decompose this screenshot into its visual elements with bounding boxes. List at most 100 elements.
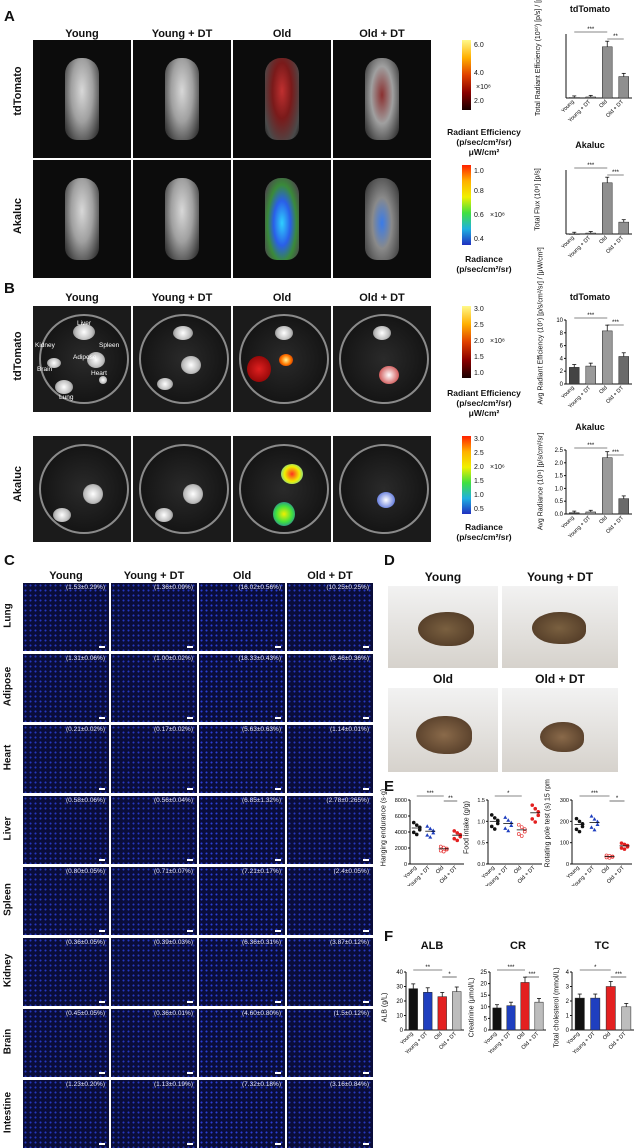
colorbar-tick: 3.0: [474, 306, 484, 313]
tissue-label-intestine: Intestine: [2, 1091, 14, 1134]
y-tick-label: 20: [480, 982, 487, 988]
colorbar-caption: Radiant Efficiency: [447, 388, 521, 398]
scale-bar: [363, 930, 369, 932]
scale-bar: [275, 859, 281, 861]
ex-vivo-image-youngdt-akaluc: [133, 436, 231, 542]
scale-bar: [99, 1001, 105, 1003]
significance-mark: ***: [612, 450, 620, 456]
organ-label-lung: Lung: [59, 394, 74, 401]
bar: [574, 997, 585, 1031]
ivis-image-youngdt-akaluc: [133, 160, 231, 278]
colorbar-b-akaluc: [462, 436, 471, 514]
chart-title: tdTomato: [569, 292, 611, 302]
y-tick-label: 0.5: [555, 499, 564, 505]
percentage-label: (1.36±0.09%): [154, 584, 193, 591]
colorbar-tick: 1.5: [474, 354, 484, 361]
scale-bar: [275, 717, 281, 719]
colorbar-exponent: ×10⁸: [490, 212, 505, 219]
organ-label-kidney: Kidney: [35, 342, 55, 349]
data-point: [536, 813, 541, 818]
data-point: [622, 847, 627, 851]
significance-mark: ***: [528, 972, 536, 978]
significance-mark: **: [448, 796, 453, 802]
colorbar-tick: 6.0: [474, 42, 484, 49]
y-tick-label: 10: [480, 1005, 487, 1011]
data-point: [414, 832, 419, 837]
data-point: [452, 829, 457, 833]
microscopy-image: (6.85±1.32%): [199, 796, 285, 864]
percentage-label: (0.71±0.07%): [154, 868, 193, 875]
panel-label-a: A: [4, 8, 15, 25]
percentage-label: (1.14±0.01%): [330, 726, 369, 733]
y-tick-label: 2.0: [555, 461, 564, 467]
ex-vivo-image-olddt-akaluc: [333, 436, 431, 542]
y-tick-label: 0.5: [477, 841, 485, 847]
colorbar-a-tdtomato: [462, 40, 471, 110]
scale-bar: [275, 1072, 281, 1074]
photo-label-old-dt: Old + DT: [535, 672, 585, 686]
microscopy-image: (2.78±0.265%): [287, 796, 373, 864]
y-tick-label: 8: [560, 331, 564, 337]
colorbar-caption: Radiance: [465, 254, 503, 264]
y-tick-label: 30: [396, 985, 403, 991]
significance-mark: **: [613, 34, 618, 40]
bar: [569, 233, 580, 235]
percentage-label: (0.56±0.04%): [154, 797, 193, 804]
bar: [602, 46, 613, 99]
scale-bar: [187, 1001, 193, 1003]
y-tick-label: 10: [556, 318, 563, 324]
bar: [585, 232, 596, 235]
percentage-label: (0.21±0.02%): [66, 726, 105, 733]
x-tick-label: Old: [598, 99, 608, 109]
chart-title: TC: [594, 940, 610, 952]
microscopy-image: (6.36±0.31%): [199, 938, 285, 1006]
percentage-label: (1.31±0.06%): [66, 655, 105, 662]
row-label-tdtomato: tdTomato: [12, 331, 24, 381]
data-point: [619, 846, 624, 850]
colorbar-tick: 3.0: [474, 436, 484, 443]
data-point: [489, 824, 494, 829]
data-point: [522, 827, 527, 831]
x-tick-label: Old: [598, 515, 608, 525]
colorbar-a-akaluc: [462, 165, 471, 245]
scale-bar: [99, 859, 105, 861]
microscopy-image: (1.36±0.09%): [111, 583, 197, 651]
tissue-label-lung: Lung: [2, 603, 14, 628]
microscopy-image: (0.36±0.01%): [111, 1009, 197, 1077]
ex-vivo-image-old-tdtomato: [233, 306, 331, 412]
col-header-old: Old: [272, 28, 292, 40]
y-tick-label: 1.5: [555, 474, 564, 480]
ivis-image-old-tdtomato: [233, 40, 331, 158]
x-tick-label: Old: [598, 235, 608, 245]
scale-bar: [363, 1072, 369, 1074]
percentage-label: (7.21±0.17%): [242, 868, 281, 875]
x-tick-label: Old + DT: [605, 235, 625, 255]
percentage-label: (0.17±0.02%): [154, 726, 193, 733]
ivis-image-olddt-akaluc: [333, 160, 431, 278]
microscopy-image: (0.39±0.03%): [111, 938, 197, 1006]
data-point: [495, 821, 500, 826]
bar: [585, 365, 596, 385]
chart-title: Akaluc: [575, 140, 605, 150]
x-tick-label: Old + DT: [608, 1031, 628, 1051]
bar: [585, 511, 596, 515]
col-header-old: Old: [232, 570, 252, 582]
data-point: [509, 823, 514, 827]
bar: [605, 986, 616, 1031]
scale-bar: [187, 930, 193, 932]
scale-bar: [99, 646, 105, 648]
y-tick-label: 0: [566, 862, 569, 868]
data-point: [516, 832, 521, 836]
bar: [602, 182, 613, 235]
significance-mark: *: [594, 965, 597, 971]
panel-label-f: F: [384, 928, 394, 945]
bar: [569, 512, 580, 515]
colorbar-caption: (p/sec/cm²/sr): [456, 264, 512, 274]
y-tick-label: 1.5: [477, 798, 485, 804]
data-point: [411, 820, 416, 825]
ivis-image-old-akaluc: [233, 160, 331, 278]
colorbar-tick: 0.4: [474, 236, 484, 243]
data-point: [589, 814, 594, 818]
data-point: [577, 819, 582, 824]
bar: [590, 997, 601, 1031]
